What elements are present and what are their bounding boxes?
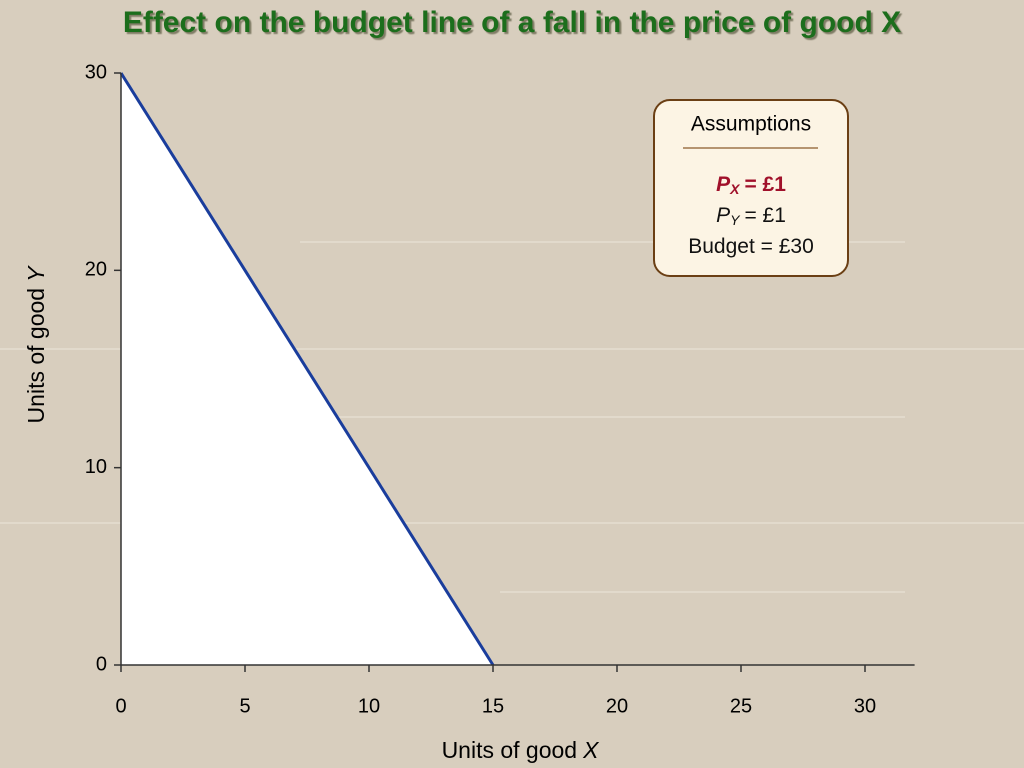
assumption-value: Budget = £30 (688, 235, 814, 258)
x-tick-label: 30 (854, 695, 876, 717)
budget-line (119, 72, 495, 666)
x-axis-label-var: X (582, 737, 600, 763)
assumption: PY = £1 (716, 204, 786, 228)
y-tick-label: 0 (96, 653, 107, 675)
x-tick-label: 5 (239, 695, 250, 717)
x-axis-label-text: Units of good (442, 737, 578, 763)
x-tick-label: 20 (606, 695, 628, 717)
y-axis-label: Units of good Y (23, 265, 49, 424)
y-axis-label-text: Units of good (23, 288, 49, 424)
symbol: P (716, 204, 730, 227)
assumption-value: = £1 (744, 204, 785, 227)
x-tick-label: 10 (358, 695, 380, 717)
x-tick-label: 25 (730, 695, 752, 717)
symbol: P (716, 173, 731, 196)
subscript: Y (730, 212, 741, 228)
y-tick-label: 20 (85, 259, 107, 281)
chart-title: Effect on the budget line of a fall in t… (123, 6, 901, 39)
y-tick-label: 10 (85, 456, 107, 478)
x-axis-label: Units of good X (442, 737, 601, 763)
y-tick-label: 30 (85, 61, 107, 83)
x-tick-label: 0 (115, 695, 126, 717)
subscript: X (729, 181, 741, 197)
assumptions-title: Assumptions (691, 113, 811, 136)
y-axis-label-var: Y (23, 265, 49, 282)
assumption: Budget = £30 (688, 235, 814, 258)
assumptions-box (653, 99, 849, 277)
assumption-value: = £1 (744, 173, 786, 196)
x-tick-label: 15 (482, 695, 504, 717)
assumption: PX = £1 (716, 173, 786, 197)
